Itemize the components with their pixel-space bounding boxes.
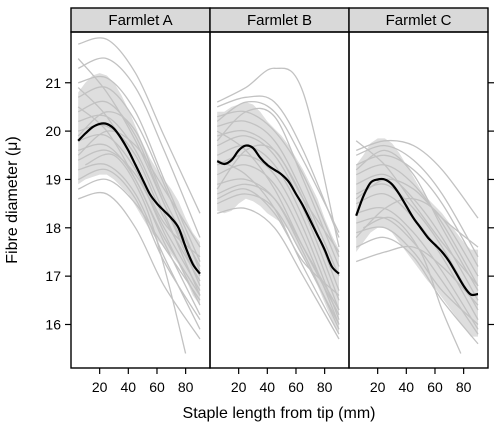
individual-curve bbox=[77, 130, 201, 248]
individual-curve bbox=[216, 144, 340, 311]
panel-3: Farmlet C bbox=[348, 7, 489, 369]
y-tick-label: 20 bbox=[45, 123, 61, 139]
individual-curve bbox=[77, 86, 201, 272]
x-tick-label: 20 bbox=[92, 379, 108, 395]
individual-curve bbox=[363, 216, 462, 354]
panel-2: Farmlet B bbox=[209, 7, 350, 369]
individual-curve bbox=[216, 159, 340, 335]
individual-curve bbox=[216, 144, 340, 253]
individual-curve bbox=[356, 226, 479, 325]
individual-curve bbox=[216, 130, 340, 316]
y-tick-label: 19 bbox=[45, 171, 61, 187]
individual-curve bbox=[355, 183, 479, 311]
individual-curve bbox=[78, 37, 201, 214]
individual-curve bbox=[216, 107, 340, 267]
individual-curve bbox=[355, 236, 479, 345]
x-tick-label: 20 bbox=[231, 379, 247, 395]
individual-curve bbox=[356, 207, 479, 330]
panel-title: Farmlet C bbox=[386, 12, 452, 29]
individual-curve bbox=[77, 57, 201, 238]
individual-curve bbox=[77, 149, 201, 291]
panel-title: Farmlet A bbox=[108, 12, 172, 29]
individual-curve bbox=[355, 197, 479, 277]
individual-curve bbox=[355, 149, 479, 291]
plot-area bbox=[216, 67, 340, 340]
panel-strip bbox=[348, 7, 489, 33]
axes-layer: 20 40 60 80 20 40 60 80 20 40 60 80 16 17 18 19 20 21 bbox=[45, 75, 494, 395]
individual-curve bbox=[216, 135, 340, 301]
x-tick-label: 80 bbox=[317, 379, 333, 395]
x-tick-label: 60 bbox=[149, 379, 165, 395]
x-tick-label: 40 bbox=[121, 379, 137, 395]
individual-curve bbox=[78, 191, 201, 340]
individual-curve bbox=[77, 178, 201, 301]
individual-curve bbox=[355, 164, 479, 287]
plot-area bbox=[77, 37, 201, 354]
x-tick-label: 80 bbox=[456, 379, 472, 395]
individual-curve bbox=[77, 168, 201, 321]
panel-border bbox=[348, 31, 489, 369]
individual-curve bbox=[355, 139, 479, 219]
individual-curve bbox=[217, 110, 340, 258]
individual-curve bbox=[355, 144, 479, 258]
individual-curve bbox=[77, 100, 201, 287]
individual-curve bbox=[77, 58, 201, 277]
x-tick-label: 60 bbox=[288, 379, 304, 395]
individual-curve bbox=[85, 153, 187, 354]
individual-curve bbox=[217, 120, 340, 277]
individual-curve bbox=[355, 178, 479, 248]
mean-curve bbox=[355, 177, 479, 297]
individual-curve bbox=[356, 216, 479, 335]
x-tick-label: 60 bbox=[427, 379, 443, 395]
plot-area bbox=[355, 138, 479, 354]
panels-layer: Farmlet A Farmlet B Farmlet C bbox=[70, 7, 489, 369]
individual-curve bbox=[217, 207, 340, 340]
x-tick-label: 80 bbox=[178, 379, 194, 395]
panel-1: Farmlet A bbox=[70, 7, 211, 369]
x-axis-label: Staple length from tip (mm) bbox=[183, 405, 376, 422]
individual-curve bbox=[216, 183, 340, 311]
mean-curve bbox=[216, 144, 340, 275]
individual-curve bbox=[77, 106, 201, 296]
individual-curve bbox=[216, 154, 340, 320]
y-axis-label: Fibre diameter (μ) bbox=[4, 136, 21, 263]
confidence-band bbox=[78, 73, 200, 306]
individual-curve bbox=[355, 245, 479, 306]
mean-curve bbox=[77, 122, 201, 275]
x-tick-label: 40 bbox=[399, 379, 415, 395]
individual-curve bbox=[355, 140, 479, 287]
x-tick-label: 20 bbox=[370, 379, 386, 395]
panel-title: Farmlet B bbox=[247, 12, 312, 29]
individual-curve bbox=[216, 188, 340, 296]
y-tick-label: 17 bbox=[45, 268, 61, 284]
x-tick-label: 40 bbox=[260, 379, 276, 395]
y-tick-label: 21 bbox=[45, 75, 61, 91]
individual-curve bbox=[216, 67, 340, 248]
individual-curve bbox=[216, 95, 340, 238]
individual-curve bbox=[216, 100, 340, 233]
y-tick-label: 16 bbox=[45, 316, 61, 332]
y-tick-label: 18 bbox=[45, 220, 61, 236]
